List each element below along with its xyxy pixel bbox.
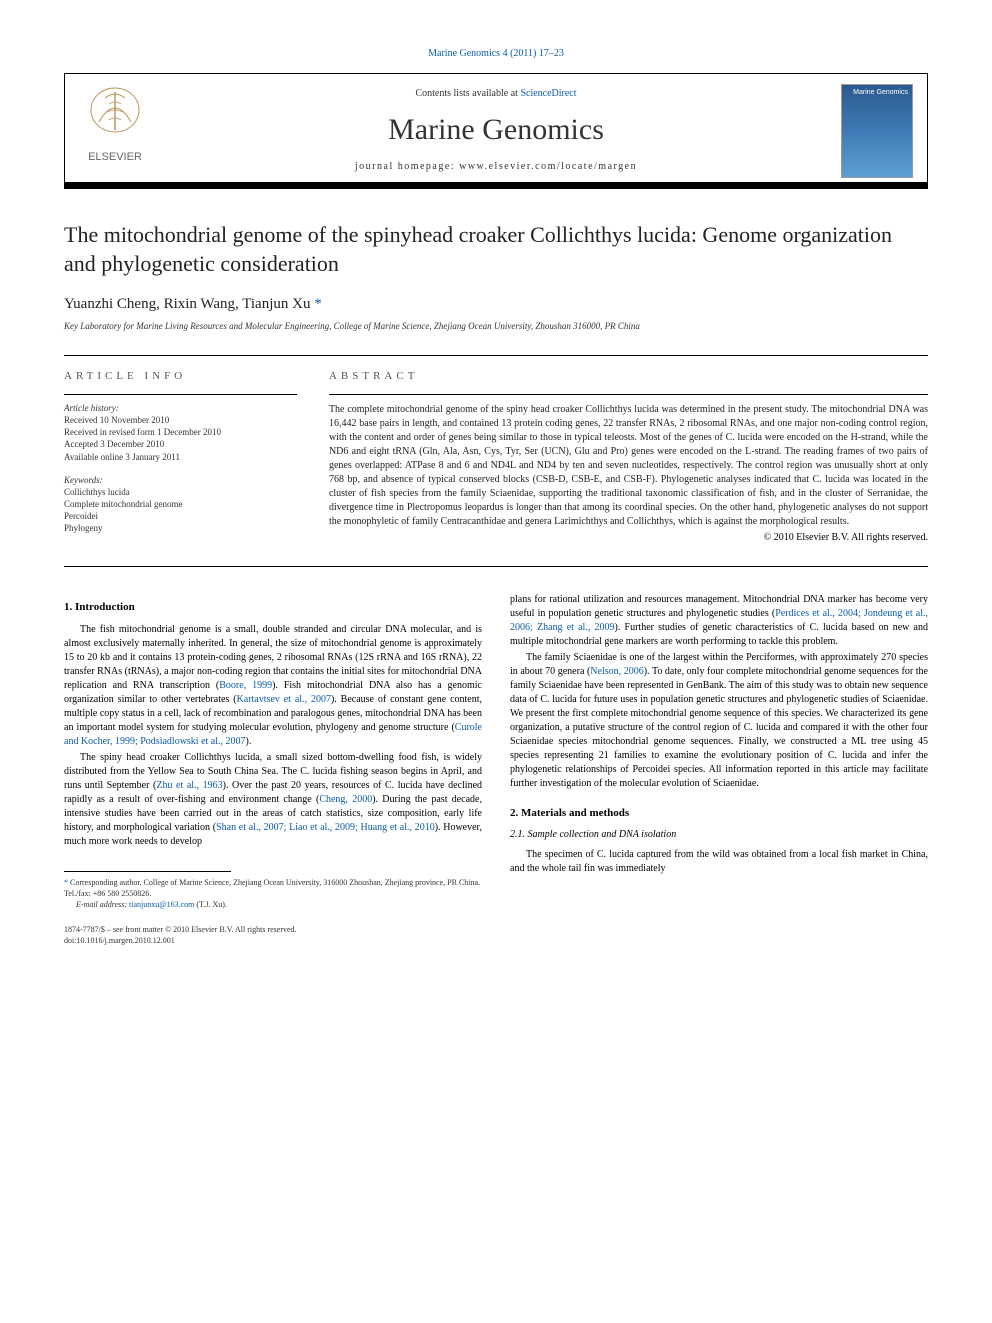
cite-kartavtsev-2007[interactable]: Kartavtsev et al., 2007 xyxy=(237,694,331,705)
journal-name: Marine Genomics xyxy=(151,113,841,147)
cite-zhu-1963[interactable]: Zhu et al., 1963 xyxy=(156,780,222,791)
svg-text:ELSEVIER: ELSEVIER xyxy=(88,151,142,163)
abstract-text: The complete mitochondrial genome of the… xyxy=(329,403,928,529)
history-label: Article history: xyxy=(64,403,297,413)
meta-abstract-row: article info Article history: Received 1… xyxy=(64,356,928,566)
info-divider xyxy=(64,394,297,395)
abstract-copyright: © 2010 Elsevier B.V. All rights reserved… xyxy=(329,532,928,543)
email-suffix: (T.J. Xu). xyxy=(194,900,227,909)
article-title: The mitochondrial genome of the spinyhea… xyxy=(64,221,928,278)
methods-para-1: The specimen of C. lucida captured from … xyxy=(510,848,928,876)
journal-homepage-line: journal homepage: www.elsevier.com/locat… xyxy=(151,161,841,182)
p4b: ). To date, only four complete mitochond… xyxy=(510,666,928,789)
methods-subsection-heading: 2.1. Sample collection and DNA isolation xyxy=(510,829,928,840)
contents-text: Contents lists available at xyxy=(415,88,520,99)
journal-header-box: ELSEVIER Contents lists available at Sci… xyxy=(64,73,928,189)
corresponding-author-mark[interactable]: * xyxy=(314,296,322,312)
cite-shan-2007[interactable]: Shan et al., 2007; Liao et al., 2009; Hu… xyxy=(216,822,435,833)
email-footnote: E-mail address: tianjunxu@163.com (T.J. … xyxy=(64,900,482,911)
cite-nelson-2006[interactable]: Nelson, 2006 xyxy=(590,666,643,677)
author-list: Yuanzhi Cheng, Rixin Wang, Tianjun Xu * xyxy=(64,296,928,313)
history-text: Received 10 November 2010 Received in re… xyxy=(64,414,297,463)
homepage-label: journal homepage: xyxy=(355,161,459,172)
cite-cheng-2000[interactable]: Cheng, 2000 xyxy=(319,794,372,805)
right-column: plans for rational utilization and resou… xyxy=(510,593,928,946)
abstract-divider xyxy=(329,394,928,395)
header-top-row: ELSEVIER Contents lists available at Sci… xyxy=(65,74,927,182)
intro-para-2: The spiny head croaker Collichthys lucid… xyxy=(64,751,482,849)
journal-reference-link[interactable]: Marine Genomics 4 (2011) 17–23 xyxy=(64,48,928,59)
authors-text: Yuanzhi Cheng, Rixin Wang, Tianjun Xu xyxy=(64,296,314,312)
cite-boore-1999[interactable]: Boore, 1999 xyxy=(219,680,272,691)
homepage-url[interactable]: www.elsevier.com/locate/margen xyxy=(459,161,637,172)
article-info-label: article info xyxy=(64,370,297,382)
affiliation: Key Laboratory for Marine Living Resourc… xyxy=(64,321,928,331)
keywords-text: Collichthys lucida Complete mitochondria… xyxy=(64,486,297,535)
article-info-column: article info Article history: Received 1… xyxy=(64,370,297,546)
body-two-column: 1. Introduction The fish mitochondrial g… xyxy=(64,593,928,946)
keywords-label: Keywords: xyxy=(64,475,297,485)
header-center: Contents lists available at ScienceDirec… xyxy=(151,84,841,182)
doi-line: doi:10.1016/j.margen.2010.12.001 xyxy=(64,936,482,947)
intro-para-3: plans for rational utilization and resou… xyxy=(510,593,928,649)
intro-para-4: The family Sciaenidae is one of the larg… xyxy=(510,651,928,791)
journal-cover-thumbnail[interactable]: Marine Genomics xyxy=(841,84,913,178)
intro-para-1: The fish mitochondrial genome is a small… xyxy=(64,623,482,749)
header-black-bar xyxy=(65,182,927,188)
intro-heading: 1. Introduction xyxy=(64,601,482,613)
contents-available-line: Contents lists available at ScienceDirec… xyxy=(151,88,841,99)
sciencedirect-link[interactable]: ScienceDirect xyxy=(520,88,576,99)
corresponding-email-link[interactable]: tianjunxu@163.com xyxy=(129,900,194,909)
issn-copyright-block: 1874-7787/$ – see front matter © 2010 El… xyxy=(64,925,482,947)
footnote-corr-text: Corresponding author. College of Marine … xyxy=(64,878,480,898)
left-column: 1. Introduction The fish mitochondrial g… xyxy=(64,593,482,946)
issn-line: 1874-7787/$ – see front matter © 2010 El… xyxy=(64,925,482,936)
abstract-column: abstract The complete mitochondrial geno… xyxy=(329,370,928,546)
meta-bottom-divider xyxy=(64,566,928,567)
cover-label: Marine Genomics xyxy=(853,89,908,96)
footnote-divider xyxy=(64,871,231,872)
email-label: E-mail address: xyxy=(76,900,129,909)
p1d: ). xyxy=(246,736,252,747)
corresponding-author-footnote: * Corresponding author. College of Marin… xyxy=(64,878,482,900)
abstract-label: abstract xyxy=(329,370,928,382)
elsevier-logo[interactable]: ELSEVIER xyxy=(79,84,151,171)
methods-heading: 2. Materials and methods xyxy=(510,807,928,819)
